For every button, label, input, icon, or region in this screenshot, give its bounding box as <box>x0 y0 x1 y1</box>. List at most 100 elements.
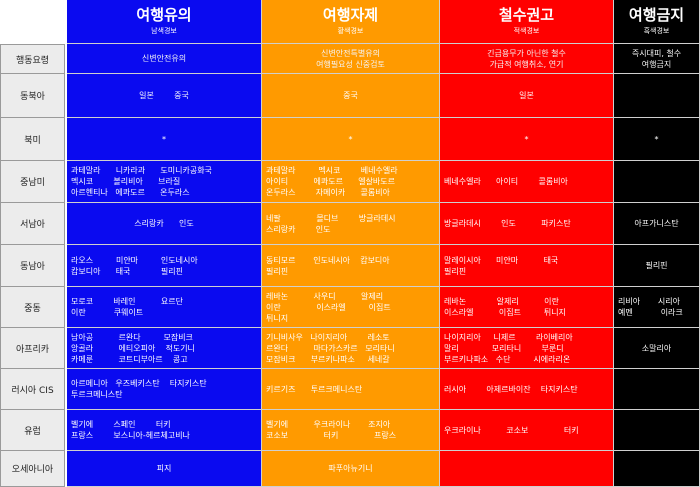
country-line: 이란 쿠웨이트 <box>71 308 144 317</box>
country-line: 아프가니스탄 <box>634 219 679 228</box>
alert-cell-restraint: 레바논 사우디 알제리 이란 이스라엘 이집트 튀니지 <box>262 287 440 328</box>
alert-cell-restraint: 신변안전특별유의 여행필요성 신중검토 <box>262 44 440 74</box>
country-line: 레바논 사우디 알제리 <box>266 291 384 301</box>
country-line: 온두라스 자메이카 콜롬비아 <box>266 188 390 197</box>
row-label: 북미 <box>0 118 65 161</box>
alert-cell-ban: 아프가니스탄 <box>614 203 700 245</box>
column-subtitle: 흑색경보 <box>643 27 670 35</box>
country-line: 르완다 마다가스카르 모리타니 <box>266 343 395 353</box>
country-line: 앙골라 에티오피아 적도기니 <box>71 343 195 353</box>
column-header-caution: 여행유의 남색경보 <box>67 0 262 44</box>
country-line: 키르기즈 투르크메니스탄 <box>266 384 363 394</box>
alert-cell-caution: 라오스 미얀마 인도네시아 캄보디아 태국 필리핀 <box>67 245 262 287</box>
column-header-restraint: 여행자제 황색경보 <box>262 0 440 44</box>
column-title: 철수권고 <box>498 6 555 24</box>
country-line: 일본 중국 <box>139 91 189 100</box>
alert-cell-caution: 벨기에 스페인 터키 프랑스 보스니아-헤르체고비나 <box>67 410 262 451</box>
country-line: 투르크메니스탄 <box>71 390 123 399</box>
alert-cell-caution: 피지 <box>67 451 262 487</box>
row-label: 행동요령 <box>0 44 65 74</box>
country-line: 벨기에 우크라이나 조지아 <box>266 420 391 429</box>
country-line: 피지 <box>156 464 172 473</box>
country-line: 나이지리아 니제르 라이베리아 <box>444 332 573 342</box>
alert-cell-withdrawal: 우크라이나 코소보 터키 <box>440 410 614 451</box>
alert-cell-withdrawal: 방글라데시 인도 파키스탄 <box>440 203 614 245</box>
country-line: 신변안전특별유의 <box>321 48 380 58</box>
column-title: 여행금지 <box>628 6 685 24</box>
alert-cell-withdrawal <box>440 451 614 487</box>
country-line: 아르메니아 우즈베키스탄 타지키스탄 <box>71 379 207 388</box>
country-line: 말리 모리타니 부룬디 <box>444 343 564 353</box>
country-line: 소말리아 <box>641 343 672 353</box>
alert-cell-caution: 신변안전유의 <box>67 44 262 74</box>
country-line: 아르헨티나 에콰도르 온두라스 <box>71 188 190 197</box>
country-line: 러시아 아제르바이잔 타지키스탄 <box>444 384 578 394</box>
alert-cell-ban <box>614 74 700 118</box>
alert-cell-restraint: 중국 <box>262 74 440 118</box>
row-label: 유럽 <box>0 410 65 451</box>
alert-cell-ban: 즉시대피, 철수 여행금지 <box>614 44 700 74</box>
column-title: 여행자제 <box>322 6 379 24</box>
row-label: 아프리카 <box>0 328 65 369</box>
country-line: 가급적 여행취소, 연기 <box>489 59 564 69</box>
alert-cell-restraint: 과테말라 멕시코 베네수엘라 아이티 에콰도르 엘살바도르 온두라스 자메이카 콜롬… <box>262 161 440 203</box>
country-line: 레바논 알제리 이란 <box>444 297 559 306</box>
country-line: 우크라이나 코소보 터키 <box>444 425 579 435</box>
country-line: 부르키나파소 수단 시에라리온 <box>444 354 571 364</box>
row-label: 러시아 CIS <box>0 369 65 410</box>
row-label: 중남미 <box>0 161 65 203</box>
corner-blank <box>0 0 67 44</box>
country-line: 라오스 미얀마 인도네시아 <box>71 255 198 265</box>
country-line: 이스라엘 이집트 튀니지 <box>444 308 566 317</box>
alert-cell-withdrawal: 말레이시아 미얀마 태국 필리핀 <box>440 245 614 287</box>
country-line: * <box>524 134 529 144</box>
country-line: 베네수엘라 아이티 콜롬비아 <box>444 177 568 186</box>
country-line: 코소보 터키 프랑스 <box>266 431 397 440</box>
country-line: 과테말라 니카라과 도미니카공화국 <box>71 166 212 175</box>
alert-cell-caution: 스리랑카 인도 <box>67 203 262 245</box>
column-header-withdrawal: 철수권고 적색경보 <box>440 0 614 44</box>
country-line: 필리핀 <box>266 266 289 276</box>
country-line: 모잠비크 부르키나파소 세네갈 <box>266 354 390 364</box>
country-line: 즉시대피, 철수 <box>631 48 682 58</box>
row-label: 중동 <box>0 287 65 328</box>
country-line: 아이티 에콰도르 엘살바도르 <box>266 177 396 186</box>
column-title: 여행유의 <box>136 6 192 24</box>
alert-cell-ban: 리비아 시리아 예멘 이라크 <box>614 287 700 328</box>
country-line: 모로코 바레인 요르단 <box>71 297 184 306</box>
alert-cell-restraint: 네팔 몰디브 방글라데시 스리랑카 인도 <box>262 203 440 245</box>
alert-cell-withdrawal: 베네수엘라 아이티 콜롬비아 <box>440 161 614 203</box>
country-line: 동티모르 인도네시아 캄보디아 <box>266 255 390 265</box>
alert-cell-withdrawal: 나이지리아 니제르 라이베리아 말리 모리타니 부룬디 부르키나파소 수단 시에라리… <box>440 328 614 369</box>
alert-cell-ban <box>614 451 700 487</box>
country-line: 스리랑카 인도 <box>266 224 331 234</box>
country-line: 필리핀 <box>645 261 668 270</box>
row-label: 동북아 <box>0 74 65 118</box>
row-label: 오세아니아 <box>0 451 65 487</box>
alert-cell-ban: * <box>614 118 700 161</box>
country-line: 일본 <box>519 91 534 100</box>
alert-cell-withdrawal: 러시아 아제르바이잔 타지키스탄 <box>440 369 614 410</box>
country-line: 이란 이스라엘 이집트 <box>266 302 391 312</box>
alert-cell-withdrawal: 긴급용무가 아닌한 철수 가급적 여행취소, 연기 <box>440 44 614 74</box>
country-line: 기니비사우 나이지리아 레소토 <box>266 332 390 342</box>
country-line: 캄보디아 태국 필리핀 <box>71 266 184 276</box>
country-line: 말레이시아 미얀마 태국 <box>444 255 559 265</box>
alert-cell-ban <box>614 161 700 203</box>
alert-cell-ban: 필리핀 <box>614 245 700 287</box>
country-line: * <box>348 134 353 144</box>
alert-cell-restraint: * <box>262 118 440 161</box>
alert-cell-ban: 소말리아 <box>614 328 700 369</box>
country-line: 리비아 시리아 <box>618 297 680 306</box>
alert-cell-withdrawal: 일본 <box>440 74 614 118</box>
country-line: 방글라데시 인도 파키스탄 <box>444 219 571 228</box>
country-line: 멕시코 볼리비아 브라질 <box>71 177 181 186</box>
alert-cell-caution: 남아공 르완다 모잠비크 앙골라 에티오피아 적도기니 카메룬 코트디부아르 콩고 <box>67 328 262 369</box>
country-line: 스리랑카 인도 <box>134 219 194 228</box>
